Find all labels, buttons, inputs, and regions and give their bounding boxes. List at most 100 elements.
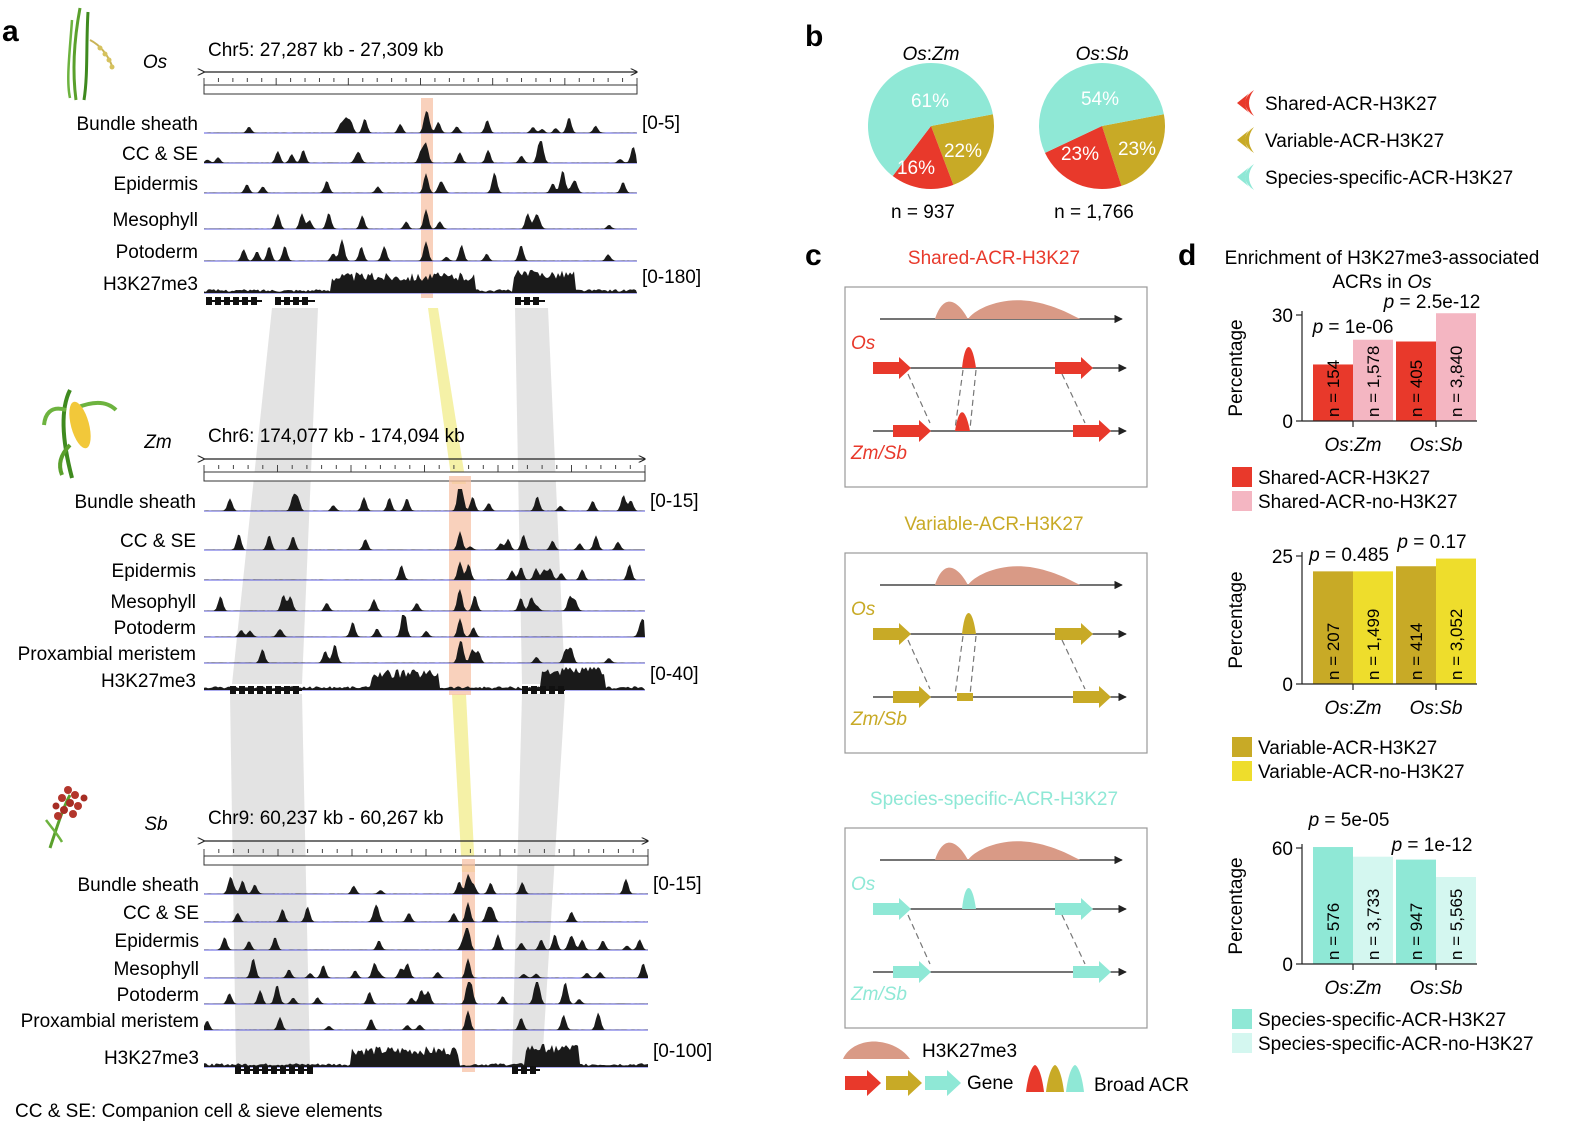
pie-title: Os:Sb	[1076, 44, 1129, 65]
gene-arrow	[893, 420, 931, 442]
gene-exon	[206, 297, 212, 305]
synteny-dash	[907, 639, 931, 690]
maize-plant-icon	[42, 389, 118, 479]
legend-label: Species-specific-ACR-H3K27	[1258, 1010, 1506, 1031]
synteny-ribbon-gene3	[230, 694, 310, 1065]
x-category-label: Os:Zm	[1325, 698, 1382, 719]
gene-exon	[289, 1066, 295, 1074]
pie-title-sep: :	[1100, 44, 1105, 65]
p-number: = 5e-05	[1319, 810, 1389, 831]
bar	[1436, 313, 1476, 421]
gene-arrow	[893, 961, 931, 983]
h3k-domain	[935, 841, 1080, 860]
panel-d-title-line2: ACRs in Os	[1332, 272, 1432, 293]
x-cat-sp2: Zm	[1353, 435, 1381, 456]
gene-exon	[275, 686, 281, 694]
gene-arrow	[1073, 686, 1111, 708]
acr-highlight	[449, 476, 471, 695]
bar-n-label: n = 3,840	[1447, 346, 1466, 417]
atac-signal	[204, 489, 645, 511]
y-axis-label: Percentage	[1226, 571, 1247, 668]
acr-legend-peak	[1066, 1065, 1084, 1092]
track-label: H3K27me3	[101, 671, 196, 692]
x-category-label: Os:Sb	[1410, 435, 1463, 456]
gene-model	[230, 686, 302, 694]
gene-arrow	[1055, 898, 1093, 920]
track-label: Proxambial meristem	[21, 1011, 199, 1032]
acr-weak-zmsb	[957, 693, 973, 701]
track-label: Mesophyll	[113, 959, 199, 980]
acr-peak-os	[962, 888, 976, 909]
sorghum-plant-icon	[45, 786, 88, 849]
bar-n-label: n = 414	[1407, 623, 1426, 680]
schematic-zmsb-label: Zm/Sb	[850, 443, 907, 464]
atac-scale: [0-15]	[650, 491, 699, 512]
bar	[1396, 859, 1436, 964]
track-label: CC & SE	[123, 903, 199, 924]
gene-exon	[224, 297, 230, 305]
genome-browser-tracks: Os Chr5: 27,287 kb - 27,309 kb Bundle shea…	[18, 40, 712, 1074]
p-value: p = 0.485	[1308, 545, 1389, 566]
genomic-coordinates: Chr9: 60,237 kb - 60,267 kb	[208, 808, 444, 829]
x-category-label: Os:Sb	[1410, 698, 1463, 719]
synteny-dash	[1061, 373, 1086, 424]
acr-legend-peak	[1046, 1065, 1064, 1092]
gene-exon	[284, 297, 290, 305]
bar	[1353, 339, 1393, 421]
y-tick-label: 30	[1272, 306, 1293, 327]
bar-n-label: n = 576	[1324, 903, 1343, 960]
gene-exon	[533, 297, 539, 305]
panel-a: a Os Chr5: 27,287 kb - 27,309 kb Bundle sh…	[2, 7, 712, 1122]
p-symbol: p	[1308, 810, 1320, 831]
y-tick-label: 0	[1282, 412, 1293, 433]
gene-model	[515, 297, 545, 305]
schematic-legend: H3K27me3 Gene Broad ACR	[843, 1041, 1189, 1096]
gene-exon	[233, 297, 239, 305]
legend-label: Shared-ACR-H3K27	[1258, 468, 1430, 489]
synteny-dash	[1061, 914, 1086, 965]
panel-c: c Shared-ACR-H3K27OsZm/SbVariable-ACR-H3…	[805, 239, 1189, 1096]
h3k27me3-signal	[204, 666, 645, 690]
gene-model	[512, 1066, 540, 1074]
gene-arrow	[873, 898, 911, 920]
pie-slice-shared	[892, 126, 954, 189]
gene-arrow	[1055, 623, 1093, 645]
atac-signal	[204, 171, 637, 193]
atac-signal	[204, 982, 648, 1004]
track-label: Potoderm	[117, 985, 199, 1006]
schematic-title: Variable-ACR-H3K27	[904, 514, 1083, 535]
track-label: Mesophyll	[112, 210, 198, 231]
x-category-label: Os:Sb	[1410, 978, 1463, 999]
p-symbol: p	[1383, 292, 1395, 313]
atac-signal	[204, 531, 645, 550]
pie-n: n = 1,766	[1054, 202, 1134, 223]
p-symbol: p	[1396, 532, 1408, 553]
atac-signal	[204, 958, 648, 978]
acr-legend-peak	[1026, 1065, 1044, 1092]
pie-title-sp2: Zm	[931, 44, 959, 65]
gene-legend-label: Gene	[967, 1073, 1013, 1094]
gene-exon	[280, 1066, 286, 1074]
panel-d: d Enrichment of H3K27me3-associated ACRs…	[1178, 239, 1539, 1055]
p-number: = 0.17	[1408, 532, 1467, 553]
gene-model	[522, 686, 565, 694]
pie-slice-label: 22%	[944, 141, 982, 162]
atac-signal	[204, 589, 645, 611]
gene-exon	[257, 686, 263, 694]
gene-exon	[298, 1066, 304, 1074]
h3k27me3-scale: [0-100]	[653, 1041, 712, 1062]
pie-title: Os:Zm	[903, 44, 960, 65]
pie-slice-variable	[931, 114, 995, 185]
legend-swatch	[1237, 165, 1252, 189]
track-label: Bundle sheath	[75, 492, 197, 513]
gene-exon	[215, 297, 221, 305]
pie-title-sp2: Sb	[1105, 44, 1128, 65]
h3k27me3-signal	[204, 269, 637, 293]
gene-exon	[253, 1066, 259, 1074]
legend-swatch	[1232, 467, 1252, 487]
atac-scale: [0-15]	[653, 874, 702, 895]
